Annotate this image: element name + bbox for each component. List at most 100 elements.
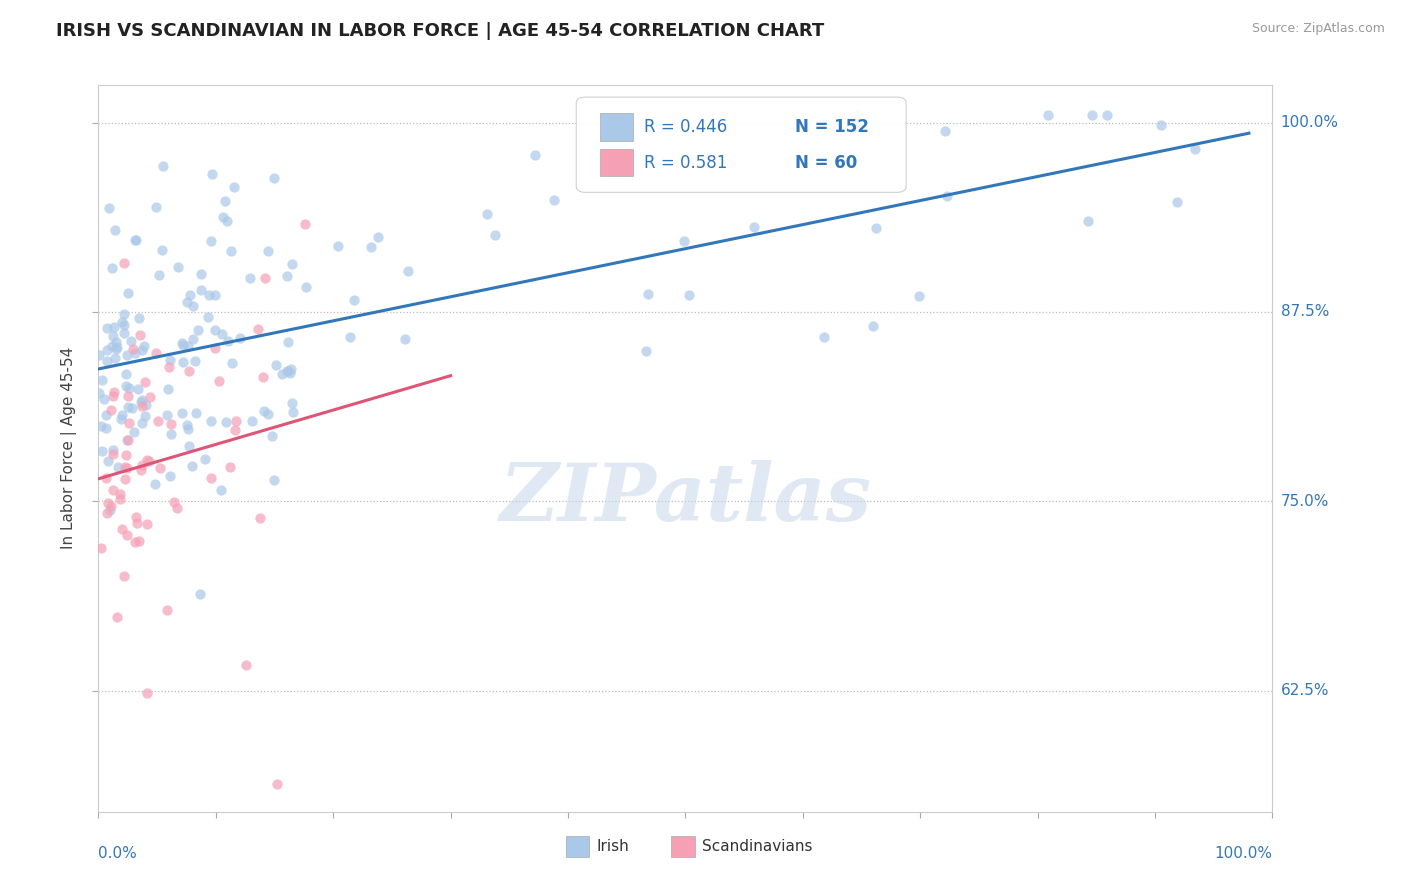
Point xyxy=(190,587,212,601)
Point xyxy=(294,217,316,231)
Point xyxy=(1166,194,1188,209)
Text: Scandinavians: Scandinavians xyxy=(702,839,813,855)
Point xyxy=(112,318,135,332)
Point xyxy=(208,374,231,388)
Point xyxy=(159,468,181,483)
Point xyxy=(124,535,146,549)
Point xyxy=(200,234,222,248)
Point xyxy=(253,404,276,418)
Point xyxy=(121,401,143,415)
Point xyxy=(936,189,959,203)
Point xyxy=(134,339,156,353)
Point xyxy=(87,385,110,400)
Point xyxy=(523,148,546,162)
Point xyxy=(276,363,298,377)
Point xyxy=(484,228,506,243)
Point xyxy=(138,453,160,467)
Point xyxy=(103,384,125,399)
Point xyxy=(112,256,135,270)
Bar xyxy=(600,149,633,177)
Point xyxy=(145,200,167,214)
Point xyxy=(181,332,204,346)
Point xyxy=(124,233,146,247)
Point xyxy=(634,343,657,358)
Point xyxy=(862,319,884,334)
Point xyxy=(93,392,115,406)
Point xyxy=(813,330,835,344)
Point xyxy=(148,268,170,282)
Point xyxy=(394,332,416,346)
Text: Source: ZipAtlas.com: Source: ZipAtlas.com xyxy=(1251,22,1385,36)
Point xyxy=(183,353,205,368)
Point xyxy=(146,414,169,428)
Point xyxy=(1095,108,1118,122)
Point xyxy=(172,338,194,352)
Point xyxy=(266,777,288,791)
Point xyxy=(181,300,204,314)
Point xyxy=(120,334,142,348)
Point xyxy=(96,320,118,334)
Point xyxy=(94,420,117,434)
Point xyxy=(190,267,212,281)
Bar xyxy=(600,113,633,141)
Point xyxy=(101,447,124,461)
Point xyxy=(177,422,200,436)
Point xyxy=(167,260,190,274)
Point xyxy=(224,423,246,437)
Point xyxy=(179,440,201,454)
Point xyxy=(134,375,156,389)
Point xyxy=(249,511,271,525)
Point xyxy=(190,283,212,297)
Point xyxy=(115,433,138,447)
Point xyxy=(270,367,292,381)
Point xyxy=(163,495,186,509)
Point xyxy=(110,522,132,536)
Point xyxy=(172,355,194,369)
Point xyxy=(129,328,152,343)
Point xyxy=(124,346,146,360)
Point xyxy=(96,506,118,520)
Point xyxy=(100,403,122,417)
Point xyxy=(131,416,153,430)
Point xyxy=(159,353,181,368)
Point xyxy=(131,399,153,413)
Text: IRISH VS SCANDINAVIAN IN LABOR FORCE | AGE 45-54 CORRELATION CHART: IRISH VS SCANDINAVIAN IN LABOR FORCE | A… xyxy=(56,22,824,40)
Point xyxy=(112,307,135,321)
Point xyxy=(104,351,127,366)
Text: 100.0%: 100.0% xyxy=(1215,847,1272,862)
Point xyxy=(281,395,304,409)
Point xyxy=(127,382,149,396)
Point xyxy=(1081,108,1104,122)
Point xyxy=(136,452,159,467)
Text: N = 152: N = 152 xyxy=(794,118,869,136)
Point xyxy=(103,319,125,334)
Point xyxy=(117,389,139,403)
Point xyxy=(160,426,183,441)
Point xyxy=(214,194,236,208)
Point xyxy=(266,359,288,373)
Point xyxy=(229,331,252,345)
Point xyxy=(477,207,499,221)
Point xyxy=(328,239,350,253)
Point xyxy=(170,406,193,420)
Point xyxy=(204,288,226,302)
Point xyxy=(673,234,696,248)
Point xyxy=(135,686,157,700)
Point xyxy=(125,510,148,524)
Text: ZIPatlas: ZIPatlas xyxy=(499,460,872,538)
Text: 100.0%: 100.0% xyxy=(1281,115,1339,130)
Point xyxy=(222,179,245,194)
Point xyxy=(94,471,117,485)
Point xyxy=(247,322,270,336)
Point xyxy=(201,168,224,182)
Point xyxy=(865,221,887,235)
Point xyxy=(260,429,283,443)
Point xyxy=(281,405,304,419)
Bar xyxy=(671,837,695,857)
Point xyxy=(100,500,122,514)
Text: 62.5%: 62.5% xyxy=(1281,683,1329,698)
Point xyxy=(101,339,124,353)
Point xyxy=(339,330,361,344)
Text: 75.0%: 75.0% xyxy=(1281,494,1329,508)
Point xyxy=(156,408,179,422)
